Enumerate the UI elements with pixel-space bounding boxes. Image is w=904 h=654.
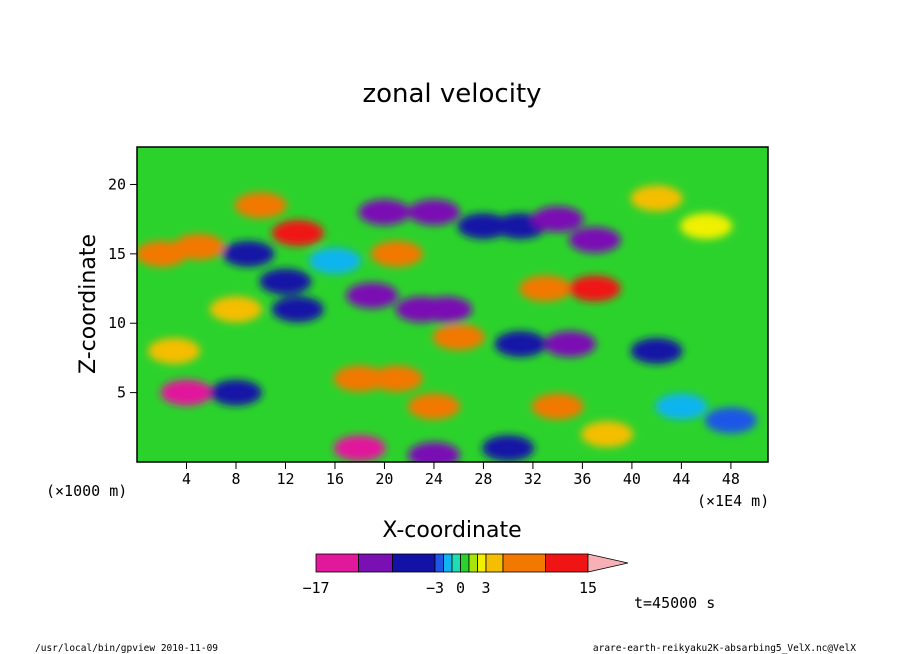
x-unit-right: (×1E4 m) bbox=[697, 492, 769, 510]
x-tick-label: 4 bbox=[182, 470, 191, 488]
x-tick-label: 16 bbox=[326, 470, 344, 488]
velocity-cell-25 bbox=[680, 213, 733, 240]
colorbar-bin bbox=[545, 553, 589, 573]
velocity-cell-24 bbox=[630, 185, 683, 212]
x-tick-label: 24 bbox=[425, 470, 443, 488]
velocity-cell-14 bbox=[407, 199, 460, 226]
colorbar-label: −3 bbox=[426, 579, 444, 597]
velocity-cell-9 bbox=[370, 240, 423, 267]
plot-area bbox=[137, 147, 768, 462]
plot-frame bbox=[136, 146, 769, 463]
colorbar-label: 3 bbox=[481, 579, 490, 597]
x-tick-label: 20 bbox=[375, 470, 393, 488]
x-tick-label: 8 bbox=[231, 470, 240, 488]
velocity-cell-36 bbox=[655, 393, 708, 420]
velocity-cell-21 bbox=[544, 331, 597, 358]
colorbar-bin bbox=[443, 553, 453, 573]
colorbar-labels: −17 −3 0 3 15 bbox=[302, 579, 597, 597]
velocity-cell-29 bbox=[333, 365, 386, 392]
colorbar-bin bbox=[477, 553, 487, 573]
y-tick-label: 10 bbox=[108, 314, 126, 332]
velocity-cell-10 bbox=[346, 282, 399, 309]
velocity-cell-19 bbox=[519, 275, 572, 302]
chart-title: zonal velocity bbox=[362, 79, 541, 109]
colorbar-bin bbox=[485, 553, 504, 573]
x-tick-label: 28 bbox=[474, 470, 492, 488]
y-tick-label: 5 bbox=[117, 384, 126, 402]
colorbar-bin bbox=[502, 553, 546, 573]
velocity-cell-20 bbox=[568, 275, 621, 302]
colorbar-bin bbox=[434, 553, 444, 573]
velocity-cell-37 bbox=[704, 407, 757, 434]
velocity-cell-17 bbox=[531, 206, 584, 233]
footer-right: arare-earth-reikyaku2K-absarbing5_VelX.n… bbox=[593, 643, 856, 654]
velocity-cell-8 bbox=[358, 199, 411, 226]
velocity-cell-34 bbox=[531, 393, 584, 420]
velocity-cell-18 bbox=[568, 226, 621, 253]
colorbar-bin bbox=[315, 553, 359, 573]
velocity-cell-3 bbox=[271, 220, 324, 247]
x-axis-label: X-coordinate bbox=[382, 518, 521, 543]
y-tick-label: 20 bbox=[108, 175, 126, 193]
x-tick-label: 40 bbox=[623, 470, 641, 488]
footer-left: /usr/local/bin/gpview 2010-11-09 bbox=[35, 643, 218, 654]
velocity-cell-1 bbox=[172, 233, 225, 260]
x-tick-label: 32 bbox=[524, 470, 542, 488]
x-tick-label: 12 bbox=[276, 470, 294, 488]
velocity-cell-6 bbox=[259, 268, 312, 295]
colorbar-label: −17 bbox=[302, 579, 329, 597]
colorbar-bin bbox=[460, 553, 470, 573]
velocity-cell-22 bbox=[494, 331, 547, 358]
velocity-cell-13 bbox=[432, 324, 485, 351]
y-axis-label: Z-coordinate bbox=[76, 234, 101, 374]
velocity-cell-27 bbox=[209, 379, 262, 406]
colorbar bbox=[315, 553, 629, 573]
velocity-cell-2 bbox=[234, 192, 287, 219]
velocity-cell-12 bbox=[420, 296, 473, 323]
colorbar-label: 0 bbox=[456, 579, 465, 597]
velocity-cell-30 bbox=[370, 365, 423, 392]
y-axis: 5 10 15 20 bbox=[108, 175, 137, 402]
velocity-cell-7 bbox=[271, 296, 324, 323]
colorbar-bin bbox=[451, 553, 461, 573]
velocity-cell-4 bbox=[308, 247, 361, 274]
velocity-cell-32 bbox=[407, 442, 460, 462]
colorbar-bin bbox=[468, 553, 478, 573]
velocity-cell-26 bbox=[160, 379, 213, 406]
velocity-cell-28 bbox=[148, 337, 201, 364]
x-tick-label: 48 bbox=[722, 470, 740, 488]
colorbar-label: 15 bbox=[579, 579, 597, 597]
colorbar-bin bbox=[358, 553, 393, 573]
velocity-cell-35 bbox=[581, 421, 634, 448]
velocity-cell-33 bbox=[407, 393, 460, 420]
velocity-cell-31 bbox=[333, 435, 386, 462]
x-tick-label: 44 bbox=[672, 470, 690, 488]
x-tick-label: 36 bbox=[573, 470, 591, 488]
colorbar-extend-arrow bbox=[587, 553, 629, 573]
colorbar-bin bbox=[392, 553, 436, 573]
x-unit-left: (×1000 m) bbox=[46, 482, 127, 500]
x-axis: 4 8 12 16 20 24 28 32 36 40 44 48 bbox=[182, 462, 740, 488]
time-label: t=45000 s bbox=[634, 594, 715, 612]
velocity-cell-15 bbox=[457, 213, 510, 240]
y-tick-label: 15 bbox=[108, 245, 126, 263]
velocity-cell-39 bbox=[482, 435, 535, 462]
velocity-cell-5 bbox=[222, 240, 275, 267]
velocity-cell-38 bbox=[209, 296, 262, 323]
velocity-cell-23 bbox=[630, 337, 683, 364]
